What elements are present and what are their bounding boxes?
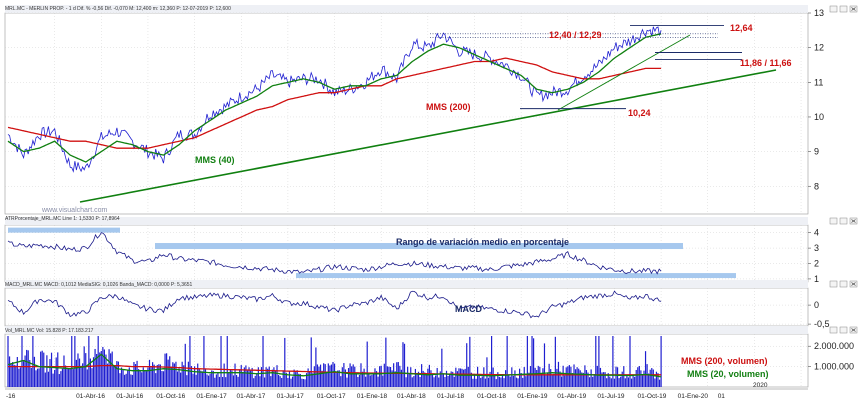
long-term-trendline — [79, 69, 777, 203]
sma200-label: MMS (200) — [426, 102, 471, 112]
panel-header-bar-3 — [5, 326, 808, 334]
x-tick-label: 01-Abr-16 — [76, 393, 105, 400]
y-tick-label: 9 — [814, 147, 819, 157]
maximize-control-icon[interactable] — [839, 280, 848, 288]
y-tick-label: 13 — [814, 8, 824, 18]
maximize-control-icon[interactable] — [839, 326, 848, 334]
series-line-mms-20-volumen- — [7, 353, 662, 378]
support-low-label: 10,24 — [628, 108, 651, 118]
x-tick-label: 01-Abr-18 — [397, 393, 426, 400]
panel-header-bar-2 — [5, 280, 808, 288]
y-tick-label: 1 — [814, 274, 819, 284]
x-tick-label: 01-Oct-18 — [477, 393, 506, 400]
minimize-control-icon[interactable] — [829, 217, 838, 225]
price-panel-header: MRL.MC - MERLIN PROP. - 1 d Dif. % -0,56… — [5, 6, 231, 12]
sma40-label: MMS (40) — [195, 155, 235, 165]
x-tick-label: 01-Jul-19 — [597, 393, 624, 400]
short-trendline — [557, 34, 691, 111]
y-tick-label: 2.000.000 — [814, 341, 854, 351]
x-tick-label: 01-Ene-20 — [678, 393, 709, 400]
close-glyph-icon — [851, 328, 856, 332]
minimize-control-icon[interactable] — [829, 280, 838, 288]
x-tick-label: 01-Abr-17 — [237, 393, 266, 400]
atr-highlight-mid — [155, 243, 683, 250]
panel-frame-0 — [4, 12, 809, 215]
atr-highlight-early — [8, 227, 120, 233]
watermark: www.visualchart.com — [41, 207, 108, 214]
y-tick-label: 4 — [814, 228, 819, 238]
x-tick-label: 01-Jul-17 — [277, 393, 304, 400]
x-year-marker: 2020 — [753, 382, 768, 389]
y-tick-label: 11 — [814, 77, 823, 87]
x-tick-label: 01-Abr-19 — [557, 393, 586, 400]
x-tick-label: 01-Ene-17 — [196, 393, 227, 400]
x-tick-label: 01-Oct-19 — [638, 393, 667, 400]
close-glyph-icon — [851, 7, 856, 11]
series-line-mms-200- — [7, 57, 662, 149]
series-line-atr- — [7, 232, 662, 275]
vol-sma20-label: MMS (20, volumen) — [687, 369, 769, 379]
panel-header-bar-1 — [5, 217, 808, 225]
y-tick-label: -0,5 — [814, 319, 830, 329]
y-tick-label: 2 — [814, 259, 819, 269]
series-line-price — [7, 26, 662, 173]
macd-label: MACD — [455, 304, 482, 314]
atr-description-label: Rango de variación medio en porcentaje — [396, 237, 569, 247]
y-tick-label: 1.000.000 — [814, 362, 854, 372]
support-range-label: 11,86 / 11,66 — [740, 58, 792, 68]
panel-header-bar-0 — [5, 5, 808, 13]
close-glyph-icon — [851, 282, 856, 286]
y-tick-label: 10 — [814, 112, 824, 122]
maximize-control-icon[interactable] — [839, 217, 848, 225]
resistance-range-label: 12,40 / 12,29 — [549, 30, 602, 40]
y-tick-label: 0 — [814, 300, 819, 310]
volume-panel-header: Vol_MRL.MC Vol: 15.828 P: 17.183.217 — [5, 328, 94, 334]
minimize-control-icon[interactable] — [829, 326, 838, 334]
y-tick-label: 12 — [814, 43, 824, 53]
x-tick-label: 01-Jul-16 — [116, 393, 143, 400]
y-tick-label: 3 — [814, 243, 819, 253]
atr-highlight-low — [296, 273, 736, 279]
x-tick-label: 01-Oct-17 — [317, 393, 346, 400]
y-tick-label: 8 — [814, 181, 819, 191]
vol-sma200-label: MMS (200, volumen) — [681, 356, 768, 366]
macd-panel-header: MACD_MRL.MC MACD: 0,1012 MediaSIG: 0,102… — [5, 282, 193, 288]
series-line-macd — [7, 290, 662, 319]
series-line-mms-40- — [7, 33, 662, 163]
panel-frame-1 — [4, 224, 809, 283]
x-tick-label: 01-Oct-16 — [156, 393, 185, 400]
x-tick-label: 01 — [718, 393, 726, 400]
minimize-control-icon[interactable] — [829, 5, 838, 13]
x-tick-label: 01-Ene-19 — [517, 393, 548, 400]
maximize-control-icon[interactable] — [839, 5, 848, 13]
x-tick-label: 01-Ene-18 — [357, 393, 388, 400]
atr-panel-header: ATRPorcentaje_MRL.MC Line 1: 1,5330 P: 1… — [5, 216, 120, 222]
x-tick-label: 01-Jul-18 — [437, 393, 464, 400]
close-glyph-icon — [851, 219, 856, 223]
panel-frame-2 — [4, 287, 809, 327]
x-tick-label: -16 — [6, 393, 16, 400]
resistance-top-label: 12,64 — [730, 23, 753, 33]
